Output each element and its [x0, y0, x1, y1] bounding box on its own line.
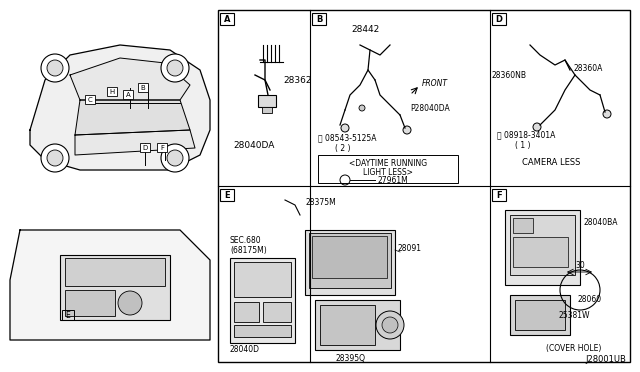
Bar — [140, 143, 150, 152]
Text: D: D — [495, 15, 502, 23]
Bar — [220, 189, 234, 201]
Circle shape — [533, 123, 541, 131]
Circle shape — [47, 60, 63, 76]
Bar — [157, 143, 167, 152]
Circle shape — [359, 105, 365, 111]
Text: (68175M): (68175M) — [230, 246, 267, 254]
Circle shape — [341, 124, 349, 132]
Text: ( 2 ): ( 2 ) — [335, 144, 351, 153]
Bar — [234, 262, 291, 297]
Text: J28001UB: J28001UB — [585, 355, 626, 364]
Text: B: B — [316, 15, 322, 23]
Bar — [234, 302, 259, 322]
Text: ( 1 ): ( 1 ) — [515, 141, 531, 150]
Bar — [305, 230, 395, 295]
Text: 27961M: 27961M — [377, 176, 408, 185]
Bar — [107, 87, 117, 96]
Bar — [318, 155, 458, 183]
Text: 30: 30 — [575, 261, 585, 270]
Bar — [315, 300, 400, 350]
Text: 28360A: 28360A — [573, 64, 602, 73]
Circle shape — [41, 144, 69, 172]
Circle shape — [41, 54, 69, 82]
Text: B: B — [141, 85, 145, 91]
Circle shape — [403, 126, 411, 134]
Bar — [60, 255, 170, 320]
Text: 28362: 28362 — [283, 76, 312, 84]
Bar — [510, 295, 570, 335]
Bar — [263, 302, 291, 322]
Text: SEC.680: SEC.680 — [230, 235, 262, 244]
Bar — [62, 310, 74, 320]
Bar — [492, 13, 506, 25]
Bar — [65, 258, 165, 286]
Text: 28442: 28442 — [351, 25, 379, 34]
Bar — [312, 13, 326, 25]
Text: 28040DA: 28040DA — [233, 141, 275, 150]
Text: <DAYTIME RUNNING: <DAYTIME RUNNING — [349, 158, 427, 167]
Bar — [513, 218, 533, 233]
Bar — [505, 210, 580, 285]
Bar — [123, 90, 133, 99]
Text: A: A — [224, 15, 230, 23]
Text: 28375M: 28375M — [305, 198, 336, 206]
Text: Ⓝ 08918-3401A: Ⓝ 08918-3401A — [497, 131, 556, 140]
Text: C: C — [88, 97, 92, 103]
Text: 28395Q: 28395Q — [335, 353, 365, 362]
Bar — [85, 95, 95, 104]
Text: H: H — [109, 89, 115, 95]
Text: P28040DA: P28040DA — [410, 103, 450, 112]
Text: E: E — [224, 190, 230, 199]
Circle shape — [161, 144, 189, 172]
Text: 28060: 28060 — [578, 295, 602, 305]
Text: D: D — [142, 145, 148, 151]
Bar — [513, 237, 568, 267]
Text: CAMERA LESS: CAMERA LESS — [522, 158, 580, 167]
Text: 28091: 28091 — [397, 244, 421, 253]
Circle shape — [167, 150, 183, 166]
Text: E: E — [66, 311, 70, 320]
Circle shape — [167, 60, 183, 76]
Bar — [262, 107, 272, 113]
Bar — [218, 10, 630, 362]
Bar — [492, 189, 506, 201]
Circle shape — [161, 54, 189, 82]
Bar — [138, 83, 148, 92]
Text: 28040BA: 28040BA — [583, 218, 618, 227]
Text: (COVER HOLE): (COVER HOLE) — [547, 343, 602, 353]
Bar — [230, 258, 295, 343]
Text: Ⓢ 08543-5125A: Ⓢ 08543-5125A — [318, 134, 376, 142]
Circle shape — [47, 150, 63, 166]
Circle shape — [382, 317, 398, 333]
Polygon shape — [30, 45, 210, 170]
Circle shape — [603, 110, 611, 118]
Circle shape — [376, 311, 404, 339]
Bar — [65, 290, 115, 316]
Text: 28360NB: 28360NB — [492, 71, 527, 80]
Polygon shape — [75, 130, 195, 155]
Text: 25381W: 25381W — [558, 311, 589, 320]
Bar — [515, 300, 565, 330]
Bar — [258, 95, 276, 107]
Text: F: F — [160, 145, 164, 151]
Polygon shape — [75, 100, 190, 135]
Text: FRONT: FRONT — [422, 78, 448, 87]
Bar — [320, 305, 375, 345]
Bar — [312, 236, 387, 278]
Polygon shape — [70, 58, 190, 100]
Text: LIGHT LESS>: LIGHT LESS> — [363, 167, 413, 176]
Circle shape — [118, 291, 142, 315]
Bar — [220, 13, 234, 25]
Bar — [234, 325, 291, 337]
Bar — [510, 215, 575, 275]
Polygon shape — [10, 230, 210, 340]
Bar — [309, 233, 391, 288]
Text: 28040D: 28040D — [230, 346, 260, 355]
Text: A: A — [125, 92, 131, 98]
Text: F: F — [496, 190, 502, 199]
